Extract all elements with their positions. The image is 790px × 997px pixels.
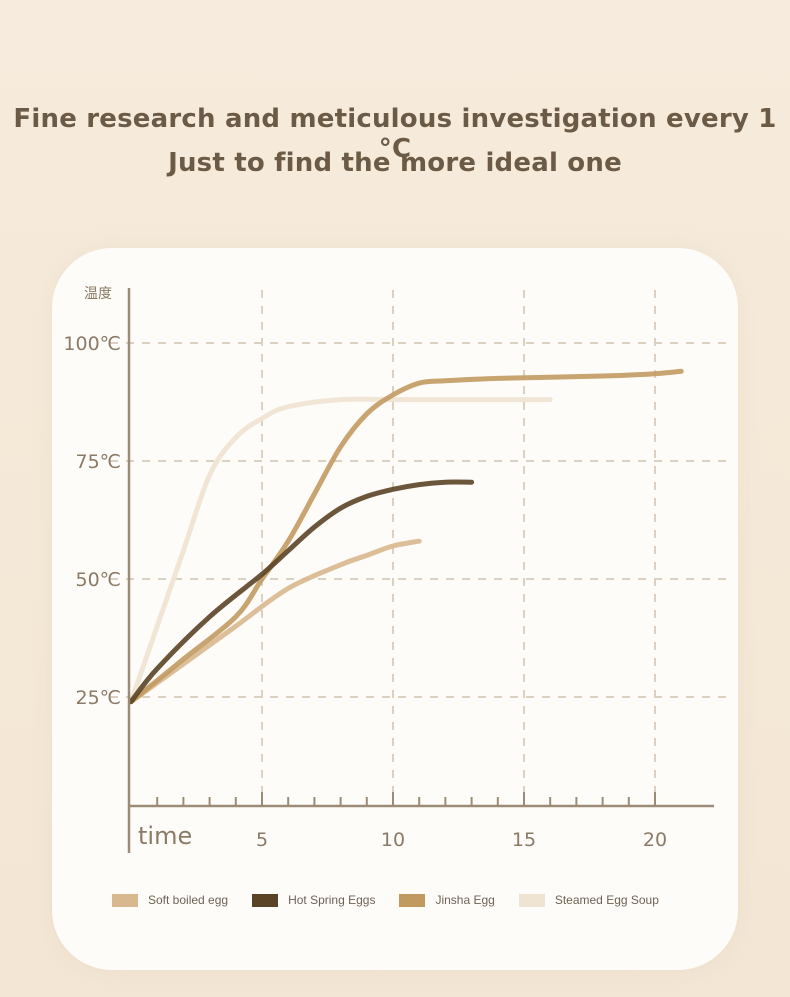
x-tick-label: 5 bbox=[256, 829, 268, 851]
y-tick-label: 50℃ bbox=[75, 569, 121, 591]
headline-line1: Fine research and meticulous investigati… bbox=[13, 104, 777, 164]
legend-swatch bbox=[252, 893, 279, 907]
legend-label: Soft boiled egg bbox=[148, 893, 229, 907]
legend-swatch bbox=[399, 893, 426, 907]
legend-item: Hot Spring Eggs bbox=[252, 893, 375, 907]
series-line-steamed-egg-soup bbox=[128, 396, 553, 705]
legend-label: Jinsha Egg bbox=[435, 893, 495, 907]
headline-line2: Just to find the more ideal one bbox=[168, 148, 622, 178]
x-tick-label: 15 bbox=[512, 829, 536, 851]
series-line-jinsha-egg bbox=[128, 368, 684, 705]
chart-card bbox=[52, 248, 738, 970]
x-tick-label: 10 bbox=[381, 829, 405, 851]
chart-legend: Soft boiled egg Hot Spring Eggs Jinsha Egg… bbox=[112, 891, 683, 909]
y-axis-label: 温度 bbox=[84, 286, 112, 302]
legend-swatch bbox=[112, 893, 138, 907]
series-line-hot-spring-eggs bbox=[128, 479, 475, 705]
legend-label: Hot Spring Eggs bbox=[288, 893, 376, 907]
legend-item: Steamed Egg Soup bbox=[518, 893, 659, 907]
y-tick-label: 25℃ bbox=[75, 687, 121, 709]
legend-swatch bbox=[518, 893, 545, 907]
legend-item: Soft boiled egg bbox=[112, 893, 228, 907]
legend-item: Jinsha Egg bbox=[399, 893, 495, 907]
legend-label: Steamed Egg Soup bbox=[554, 893, 659, 907]
y-tick-label: 75℃ bbox=[75, 451, 121, 473]
y-tick-label: 100℃ bbox=[63, 333, 121, 355]
x-axis-label: time bbox=[138, 822, 192, 850]
x-tick-label: 20 bbox=[643, 829, 667, 851]
series-line-soft-boiled-egg bbox=[128, 538, 422, 705]
